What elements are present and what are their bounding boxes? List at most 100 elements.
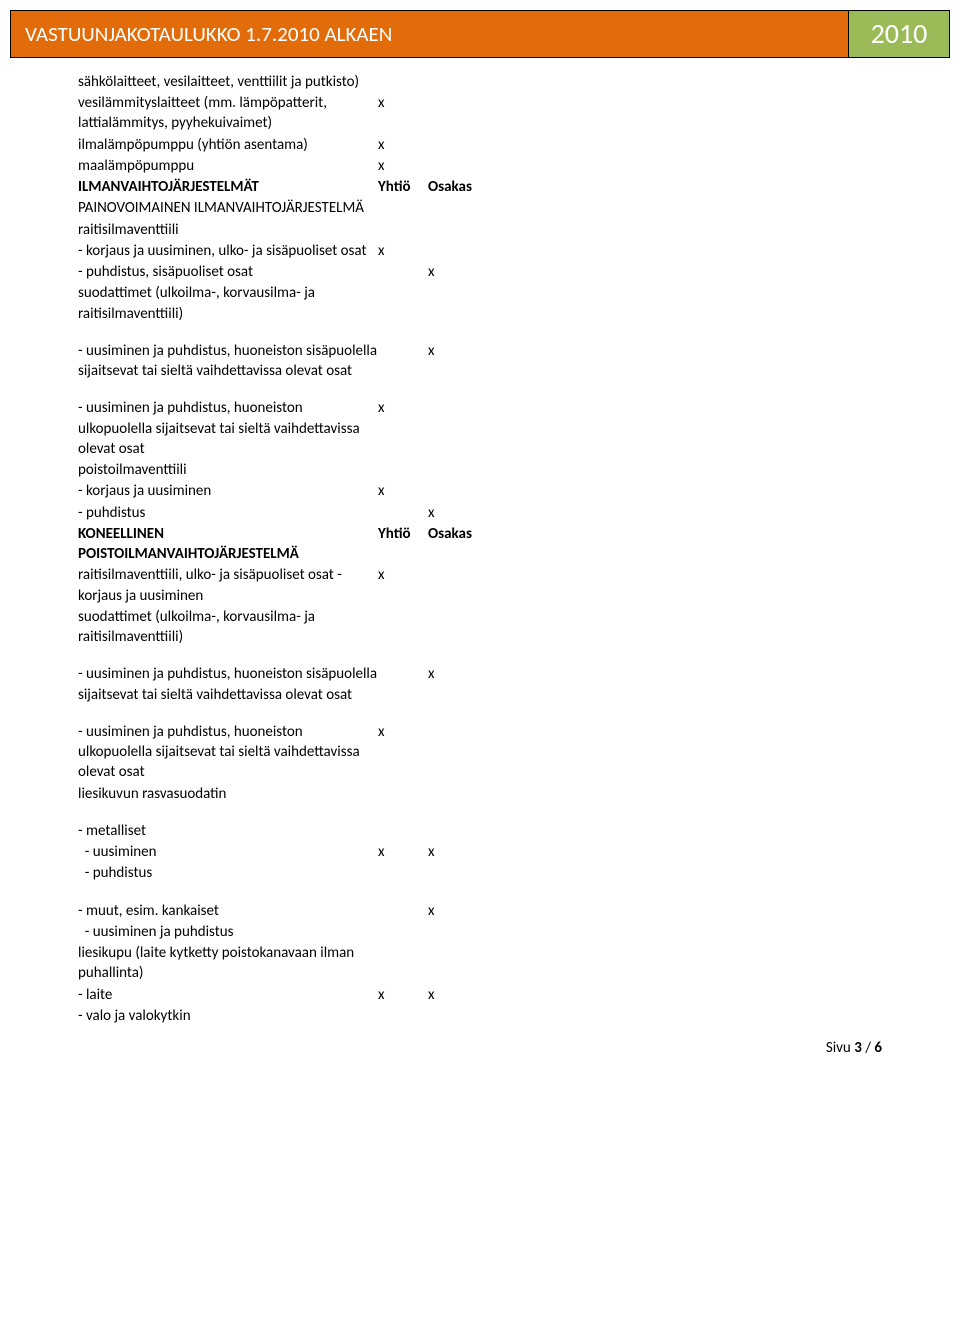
col-yhtio bbox=[378, 460, 428, 480]
col-osakas bbox=[428, 135, 488, 155]
col-yhtio: x bbox=[378, 241, 428, 261]
col-osakas: x bbox=[428, 664, 488, 705]
table-row: - puhdistus bbox=[78, 863, 862, 883]
col-osakas bbox=[428, 72, 488, 92]
footer-page: 3 bbox=[854, 1039, 862, 1057]
table-row: - uusiminen ja puhdistus bbox=[78, 922, 862, 942]
row-label: ILMANVAIHTOJÄRJESTELMÄT bbox=[78, 177, 378, 197]
col-osakas: x bbox=[428, 503, 488, 523]
col-osakas bbox=[428, 607, 488, 648]
table-row: KONEELLINEN POISTOILMANVAIHTOJÄRJESTELMÄ… bbox=[78, 524, 862, 565]
row-label: - korjaus ja uusiminen, ulko- ja sisäpuo… bbox=[78, 241, 378, 261]
col-osakas: x bbox=[428, 341, 488, 382]
row-label: KONEELLINEN POISTOILMANVAIHTOJÄRJESTELMÄ bbox=[78, 524, 378, 565]
col-yhtio bbox=[378, 72, 428, 92]
col-osakas bbox=[428, 722, 488, 783]
row-label: - uusiminen bbox=[78, 842, 378, 862]
row-label: sähkölaitteet, vesilaitteet, venttiilit … bbox=[78, 72, 378, 92]
blank-line bbox=[78, 325, 862, 341]
col-osakas bbox=[428, 821, 488, 841]
row-label: - puhdistus bbox=[78, 503, 378, 523]
blank-line bbox=[78, 706, 862, 722]
col-yhtio: x bbox=[378, 398, 428, 459]
col-yhtio bbox=[378, 198, 428, 218]
col-osakas bbox=[428, 241, 488, 261]
col-osakas bbox=[428, 481, 488, 501]
col-yhtio: x bbox=[378, 481, 428, 501]
col-osakas: x bbox=[428, 985, 488, 1005]
col-osakas bbox=[428, 283, 488, 324]
row-label: - uusiminen ja puhdistus bbox=[78, 922, 378, 942]
col-yhtio: x bbox=[378, 722, 428, 783]
table-row: maalämpöpumppux bbox=[78, 156, 862, 176]
col-osakas: x bbox=[428, 842, 488, 862]
col-yhtio: Yhtiö bbox=[378, 524, 428, 565]
footer-sep: / bbox=[862, 1039, 875, 1057]
row-label: PAINOVOIMAINEN ILMANVAIHTOJÄRJESTELMÄ bbox=[78, 198, 378, 218]
blank-line bbox=[78, 805, 862, 821]
row-label: - puhdistus, sisäpuoliset osat bbox=[78, 262, 378, 282]
row-label: - uusiminen ja puhdistus, huoneiston ulk… bbox=[78, 722, 378, 783]
col-yhtio: x bbox=[378, 842, 428, 862]
col-yhtio bbox=[378, 943, 428, 984]
table-row: sähkölaitteet, vesilaitteet, venttiilit … bbox=[78, 72, 862, 92]
col-yhtio: x bbox=[378, 156, 428, 176]
table-row: poistoilmaventtiili bbox=[78, 460, 862, 480]
col-yhtio bbox=[378, 901, 428, 921]
col-yhtio: x bbox=[378, 93, 428, 134]
col-osakas: x bbox=[428, 262, 488, 282]
document-year: 2010 bbox=[849, 11, 949, 57]
row-label: vesilämmityslaitteet (mm. lämpöpatterit,… bbox=[78, 93, 378, 134]
row-label: - metalliset bbox=[78, 821, 378, 841]
row-label: poistoilmaventtiili bbox=[78, 460, 378, 480]
row-label: - uusiminen ja puhdistus, huoneiston sis… bbox=[78, 664, 378, 705]
col-osakas bbox=[428, 460, 488, 480]
row-label: suodattimet (ulkoilma-, korvausilma- ja … bbox=[78, 607, 378, 648]
col-yhtio: x bbox=[378, 985, 428, 1005]
col-osakas bbox=[428, 1006, 488, 1026]
footer-total: 6 bbox=[874, 1039, 882, 1057]
table-row: - metalliset bbox=[78, 821, 862, 841]
col-osakas bbox=[428, 156, 488, 176]
table-row: - uusiminen ja puhdistus, huoneiston ulk… bbox=[78, 398, 862, 459]
col-yhtio bbox=[378, 784, 428, 804]
table-row: raitisilmaventtiili, ulko- ja sisäpuolis… bbox=[78, 565, 862, 606]
row-label: raitisilmaventtiili bbox=[78, 220, 378, 240]
row-label: maalämpöpumppu bbox=[78, 156, 378, 176]
row-label: - valo ja valokytkin bbox=[78, 1006, 378, 1026]
table-row: suodattimet (ulkoilma-, korvausilma- ja … bbox=[78, 607, 862, 648]
col-yhtio bbox=[378, 922, 428, 942]
col-osakas bbox=[428, 565, 488, 606]
row-label: - laite bbox=[78, 985, 378, 1005]
col-osakas bbox=[428, 922, 488, 942]
col-osakas bbox=[428, 784, 488, 804]
col-osakas bbox=[428, 220, 488, 240]
row-label: - uusiminen ja puhdistus, huoneiston sis… bbox=[78, 341, 378, 382]
col-yhtio bbox=[378, 262, 428, 282]
table-row: - uusiminen ja puhdistus, huoneiston sis… bbox=[78, 341, 862, 382]
row-label: raitisilmaventtiili, ulko- ja sisäpuolis… bbox=[78, 565, 378, 606]
row-label: - puhdistus bbox=[78, 863, 378, 883]
col-osakas bbox=[428, 863, 488, 883]
table-row: - uusiminen ja puhdistus, huoneiston ulk… bbox=[78, 722, 862, 783]
table-row: - valo ja valokytkin bbox=[78, 1006, 862, 1026]
table-row: liesikupu (laite kytketty poistokanavaan… bbox=[78, 943, 862, 984]
table-row: - uusiminenxx bbox=[78, 842, 862, 862]
col-osakas bbox=[428, 93, 488, 134]
col-yhtio bbox=[378, 503, 428, 523]
col-yhtio bbox=[378, 283, 428, 324]
col-yhtio bbox=[378, 220, 428, 240]
col-osakas: Osakas bbox=[428, 177, 488, 197]
row-label: - korjaus ja uusiminen bbox=[78, 481, 378, 501]
col-osakas bbox=[428, 943, 488, 984]
col-yhtio: x bbox=[378, 135, 428, 155]
page-footer: Sivu 3 / 6 bbox=[0, 1038, 960, 1058]
table-row: liesikuvun rasvasuodatin bbox=[78, 784, 862, 804]
col-yhtio bbox=[378, 863, 428, 883]
footer-prefix: Sivu bbox=[826, 1039, 854, 1057]
table-row: - uusiminen ja puhdistus, huoneiston sis… bbox=[78, 664, 862, 705]
table-row: ilmalämpöpumppu (yhtiön asentama)x bbox=[78, 135, 862, 155]
table-row: vesilämmityslaitteet (mm. lämpöpatterit,… bbox=[78, 93, 862, 134]
col-yhtio bbox=[378, 821, 428, 841]
table-row: ILMANVAIHTOJÄRJESTELMÄTYhtiöOsakas bbox=[78, 177, 862, 197]
